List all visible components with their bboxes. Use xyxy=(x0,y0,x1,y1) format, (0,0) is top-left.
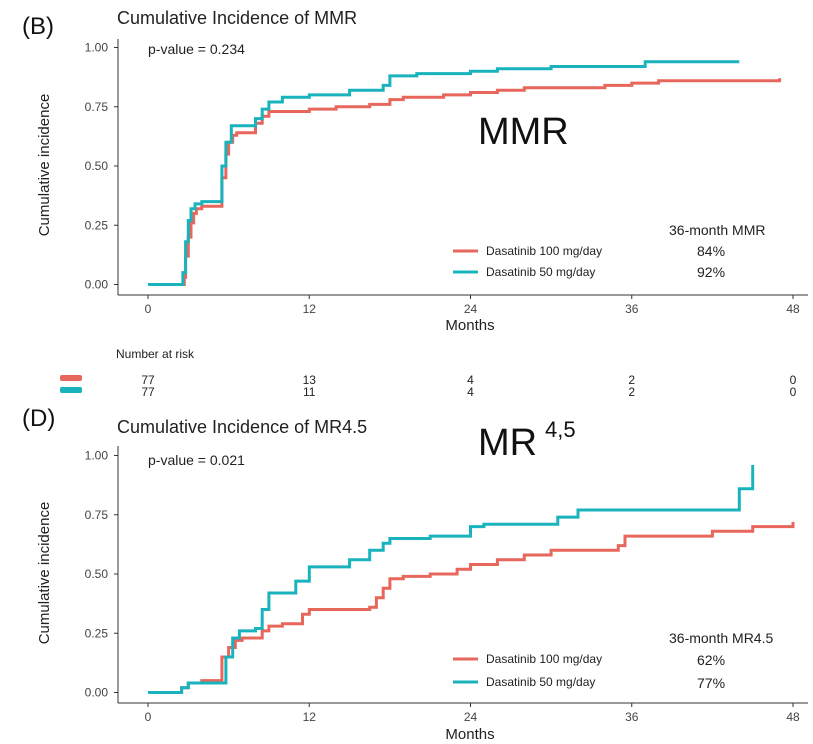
panel-d-y-axis-title: Cumulative incidence xyxy=(36,502,53,645)
panel-b-x-tick-label: 12 xyxy=(303,302,317,316)
panel-d-label: (D) xyxy=(22,405,55,432)
risk-table-cell: 13 xyxy=(303,373,317,387)
panel-d-legend-value-1: 62% xyxy=(697,652,725,668)
panel-d-y-tick-label: 0.00 xyxy=(85,686,109,700)
panel-b-series-line-1 xyxy=(148,78,782,286)
panel-d-series-line-2 xyxy=(148,465,755,694)
panel-b-label: (B) xyxy=(22,13,54,40)
panel-d-y-tick-label: 0.25 xyxy=(85,626,109,640)
panel-b-y-tick-label: 0.25 xyxy=(85,218,109,232)
panel-b-risk-table: Number at risk 77 13 4 2 0 77 11 4 2 0 xyxy=(60,347,797,399)
panel-b-y-tick-label: 1.00 xyxy=(85,41,109,55)
panel-b-pvalue: p-value = 0.234 xyxy=(148,41,245,57)
panel-b-overlay-label: MMR xyxy=(478,111,569,153)
panel-d-legend: 36-month MR4.5 Dasatinib 100 mg/day 62% … xyxy=(453,630,773,691)
panel-b-y-tick-label: 0.75 xyxy=(85,100,109,114)
panel-d-y-ticks: 0.00 0.25 0.50 0.75 1.00 xyxy=(85,449,118,700)
panel-b-legend: 36-month MMR Dasatinib 100 mg/day 84% Da… xyxy=(453,222,765,280)
panel-d-y-tick-label: 0.50 xyxy=(85,567,109,581)
panel-b-y-tick-label: 0.00 xyxy=(85,278,109,292)
panel-b-y-axis-title: Cumulative incidence xyxy=(36,94,53,237)
panel-d-x-tick-label: 12 xyxy=(303,710,317,724)
panel-d-x-tick-label: 0 xyxy=(145,710,152,724)
panel-b-title: Cumulative Incidence of MMR xyxy=(117,8,357,28)
risk-table-cell: 77 xyxy=(141,373,155,387)
panel-d-x-tick-label: 36 xyxy=(625,710,639,724)
panel-d-legend-label-1: Dasatinib 100 mg/day xyxy=(486,652,602,666)
risk-table-cell: 77 xyxy=(141,385,155,399)
panel-b-x-tick-label: 0 xyxy=(145,302,152,316)
panel-b-y-tick-label: 0.50 xyxy=(85,159,109,173)
risk-table-cell: 11 xyxy=(303,385,316,399)
panel-d-x-tick-label: 24 xyxy=(464,710,478,724)
panel-d-legend-header: 36-month MR4.5 xyxy=(669,630,773,646)
risk-table-title: Number at risk xyxy=(116,347,195,361)
panel-d-y-tick-label: 0.75 xyxy=(85,508,109,522)
risk-table-values: 77 13 4 2 0 77 11 4 2 0 xyxy=(141,373,796,399)
panel-b-x-tick-label: 36 xyxy=(625,302,639,316)
panel-d-pvalue: p-value = 0.021 xyxy=(148,452,245,468)
panel-b-x-tick-label: 24 xyxy=(464,302,478,316)
panel-b-legend-label-2: Dasatinib 50 mg/day xyxy=(486,265,595,279)
panel-d-x-ticks: 0 12 24 36 48 xyxy=(145,703,800,724)
panel-d-series-line-1 xyxy=(148,521,795,694)
panel-d-x-tick-label: 48 xyxy=(786,710,800,724)
panel-b-legend-header: 36-month MMR xyxy=(669,222,765,238)
risk-row-swatch-red xyxy=(60,375,82,381)
risk-table-cell: 0 xyxy=(790,373,797,387)
panel-b-x-ticks: 0 12 24 36 48 xyxy=(145,295,800,316)
panel-d-overlay-superscript: 4,5 xyxy=(545,417,576,442)
panel-b-series xyxy=(148,60,782,286)
risk-table-cell: 0 xyxy=(790,385,797,399)
risk-table-cell: 2 xyxy=(628,385,635,399)
panel-d-legend-label-2: Dasatinib 50 mg/day xyxy=(486,675,595,689)
panel-d-legend-value-2: 77% xyxy=(697,675,725,691)
panel-d-title: Cumulative Incidence of MR4.5 xyxy=(117,417,367,437)
panel-b-legend-value-2: 92% xyxy=(697,264,725,280)
panel-b-legend-value-1: 84% xyxy=(697,243,725,259)
risk-table-cell: 4 xyxy=(467,373,474,387)
panel-d: (D) Cumulative Incidence of MR4.5 MR 4,5… xyxy=(22,405,808,743)
risk-row-swatch-teal xyxy=(60,387,82,393)
panel-b-y-ticks: 0.00 0.25 0.50 0.75 1.00 xyxy=(85,41,118,292)
panel-d-series xyxy=(148,465,795,694)
panel-b-x-tick-label: 48 xyxy=(786,302,800,316)
panel-d-y-tick-label: 1.00 xyxy=(85,449,109,463)
panel-b-legend-label-1: Dasatinib 100 mg/day xyxy=(486,244,602,258)
panel-d-overlay-label: MR xyxy=(478,422,537,464)
panel-b-x-axis-title: Months xyxy=(445,317,494,334)
risk-table-cell: 2 xyxy=(628,373,635,387)
panel-b: (B) Cumulative Incidence of MMR MMR p-va… xyxy=(22,8,808,399)
panel-b-series-line-2 xyxy=(148,60,740,286)
risk-table-cell: 4 xyxy=(467,385,474,399)
panel-d-x-axis-title: Months xyxy=(445,726,494,743)
